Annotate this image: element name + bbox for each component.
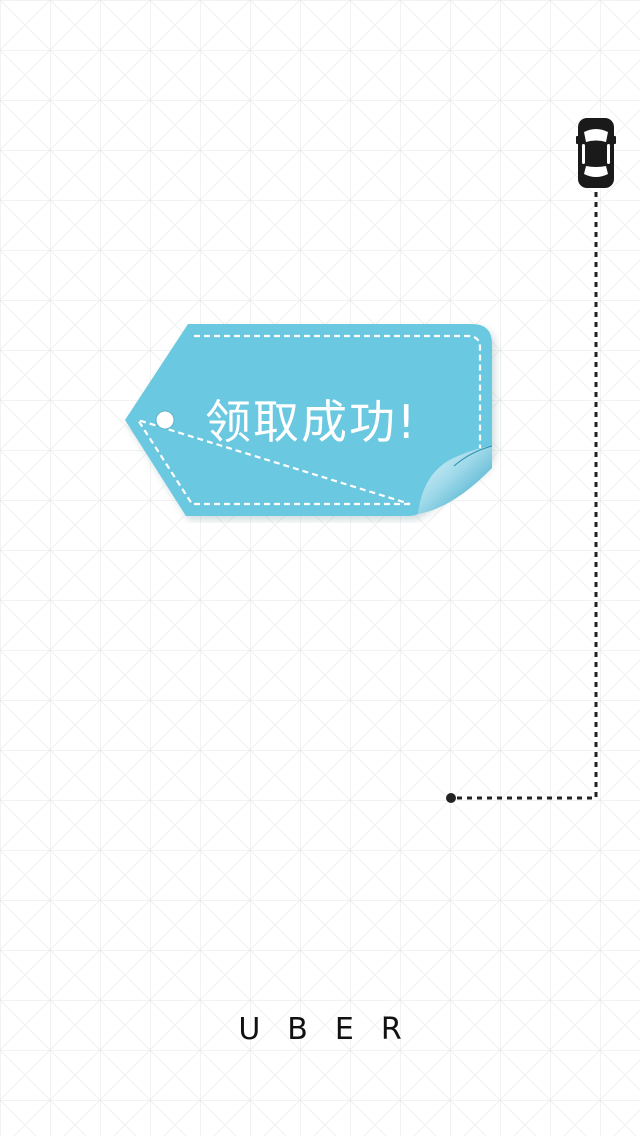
success-message: 领取成功! (205, 395, 418, 449)
success-tag (125, 324, 493, 516)
tag-body (125, 324, 492, 516)
uber-logo: UBER (238, 1012, 429, 1047)
tag-curl-corner (418, 446, 492, 514)
route-start-dot-icon (446, 793, 456, 803)
car-icon (576, 118, 616, 188)
route-dashed-line (452, 192, 598, 800)
tag-hole-icon (156, 411, 174, 429)
tag-stitch-border (135, 334, 482, 506)
